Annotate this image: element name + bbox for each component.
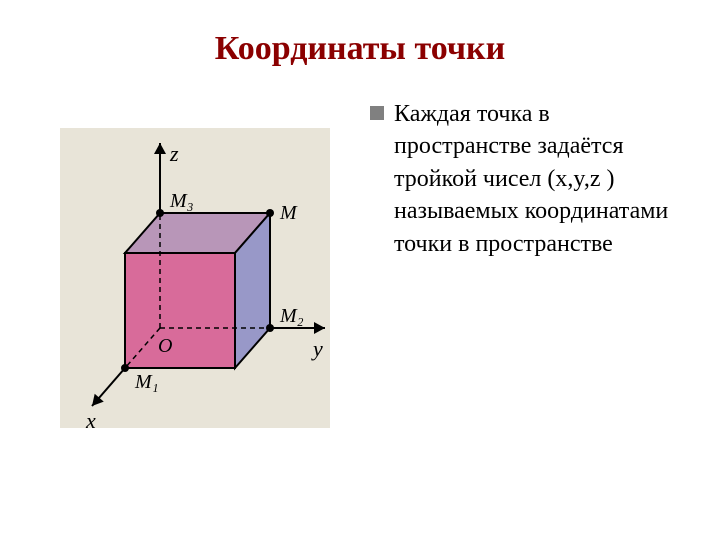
svg-text:M: M (279, 202, 298, 224)
svg-text:z: z (169, 141, 179, 166)
svg-text:M₂: M₂ (279, 305, 304, 327)
description-text: Каждая точка в пространстве задаётся тро… (394, 98, 680, 260)
svg-text:O: O (158, 335, 172, 357)
square-bullet-icon (370, 106, 384, 120)
page-title: Координаты точки (0, 0, 720, 88)
coordinate-cube-diagram: z y x O M M₁ M₂ M₃ (40, 88, 350, 438)
description-area: Каждая точка в пространстве задаётся тро… (350, 88, 680, 438)
svg-text:y: y (311, 336, 323, 361)
svg-text:M₃: M₃ (169, 190, 194, 212)
svg-text:M₁: M₁ (134, 371, 159, 393)
content-row: z y x O M M₁ M₂ M₃ Каждая точка в пространстве … (0, 88, 720, 438)
svg-text:x: x (85, 408, 96, 433)
